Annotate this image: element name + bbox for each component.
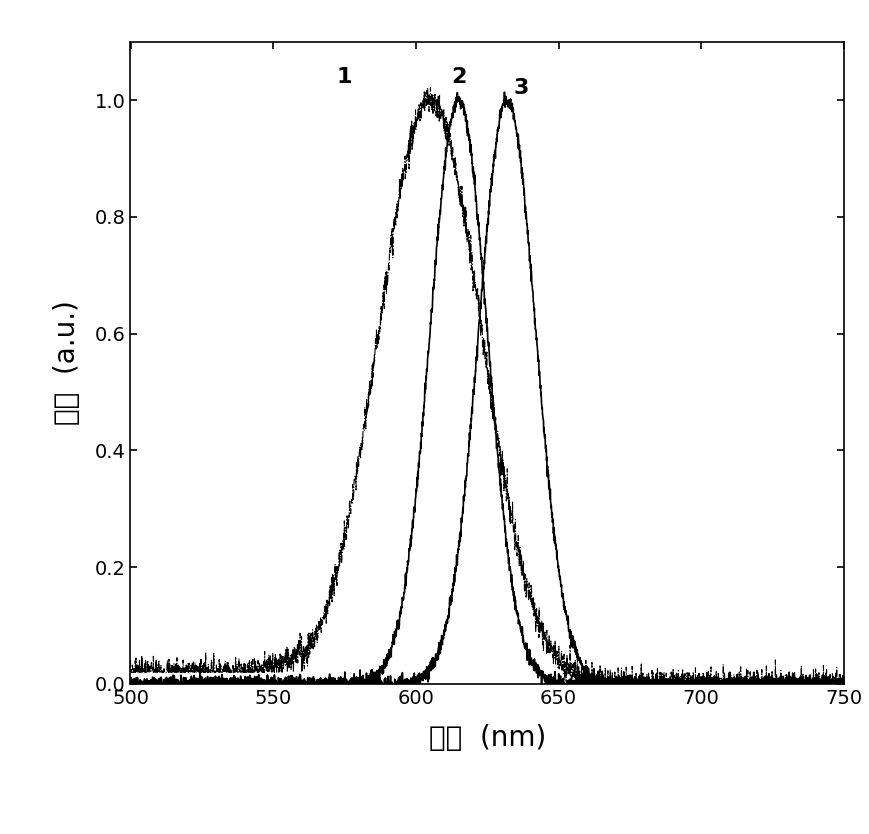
Text: 1: 1	[336, 67, 352, 87]
Y-axis label: 强度  (a.u.): 强度 (a.u.)	[53, 300, 81, 425]
Text: 2: 2	[450, 67, 466, 87]
Text: 3: 3	[514, 78, 528, 98]
X-axis label: 波长  (nm): 波长 (nm)	[428, 725, 545, 752]
